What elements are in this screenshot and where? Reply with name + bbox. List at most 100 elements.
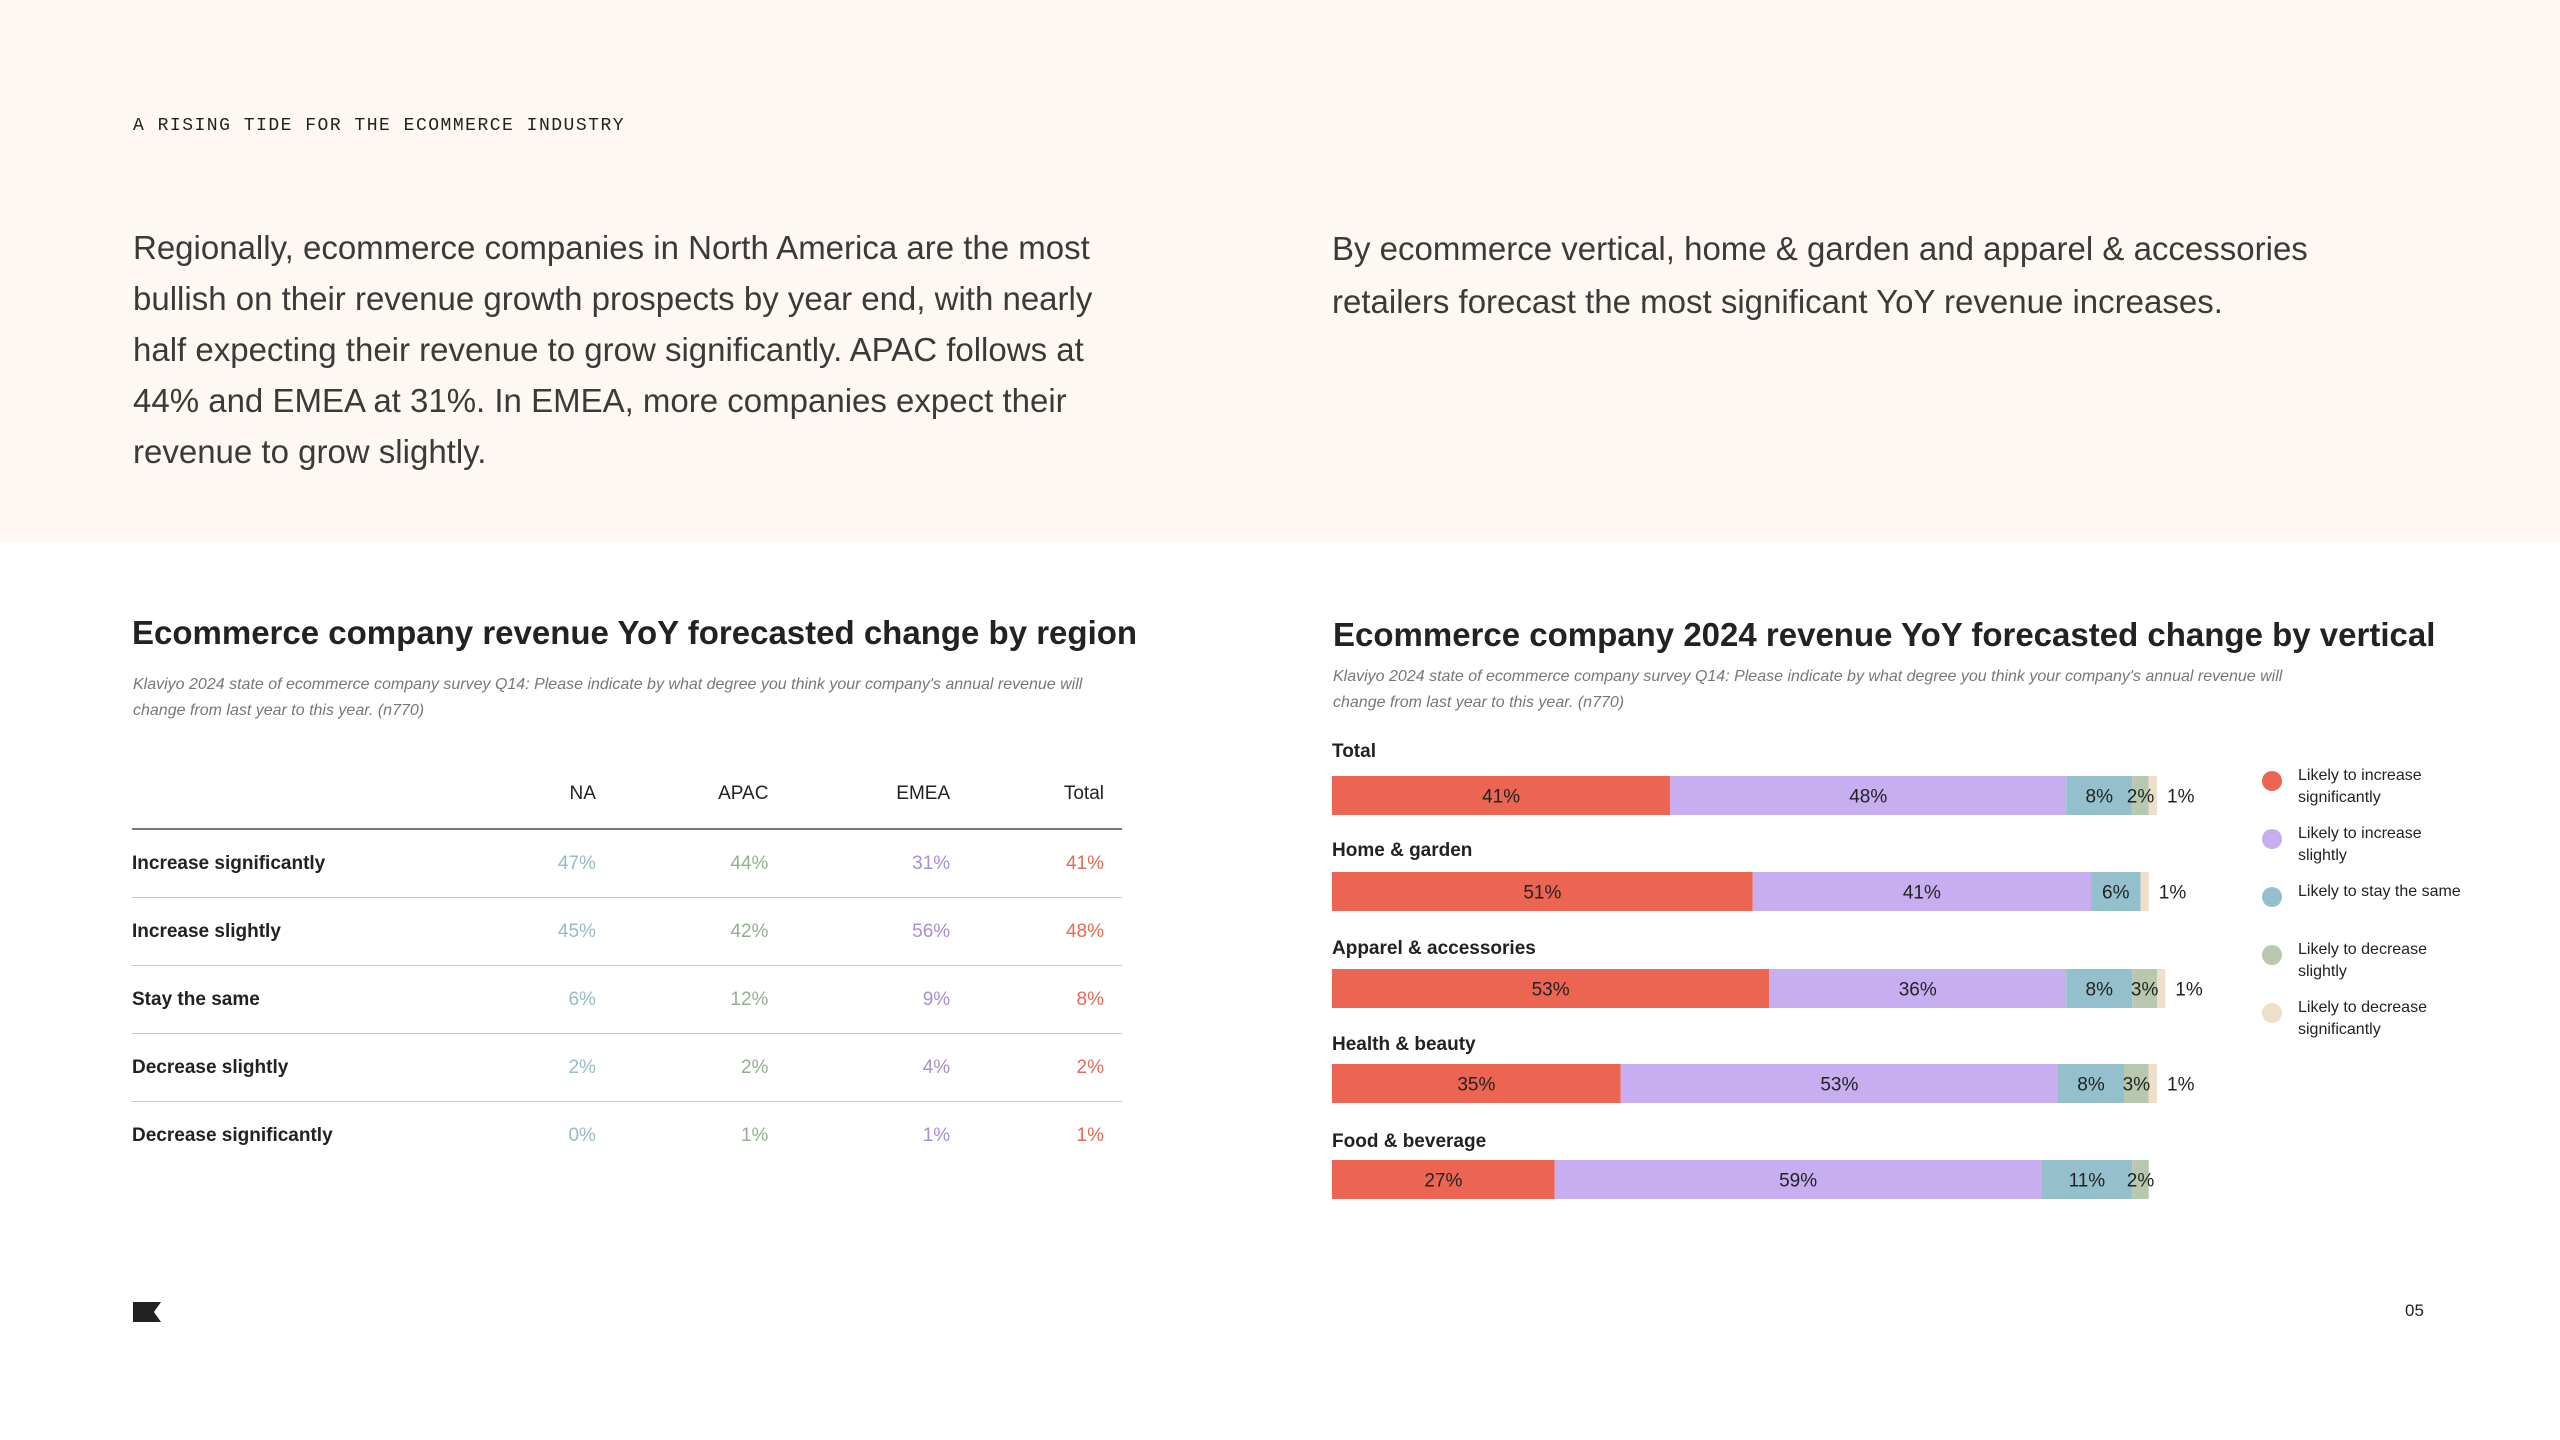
bar-segment xyxy=(1332,872,1753,911)
table-header-total: Total xyxy=(968,760,1122,830)
bar-segment xyxy=(1332,1160,1555,1199)
table-row-label: Increase significantly xyxy=(132,829,461,898)
table-cell-emea: 9% xyxy=(786,965,969,1034)
chart-category-label: Total xyxy=(1332,741,1376,762)
table-row: Stay the same 6% 12% 9% 8% xyxy=(132,965,1122,1034)
table-header-na: NA xyxy=(460,760,614,830)
table-row-label: Decrease slightly xyxy=(132,1033,461,1102)
region-table-note: Klaviyo 2024 state of ecommerce company … xyxy=(133,676,1083,719)
bar-value-label: 1% xyxy=(2159,883,2187,904)
table-cell-emea: 1% xyxy=(922,1124,951,1146)
legend-swatch xyxy=(2262,829,2282,849)
chart-category-label: Food & beverage xyxy=(1332,1131,1486,1152)
bar-segment xyxy=(1670,776,2067,815)
bar-value-label: 27% xyxy=(1424,1171,1462,1192)
bar-segment xyxy=(1769,969,2067,1008)
legend-item: Likely to increase slightly xyxy=(2262,823,2462,881)
table-cell-na: 2% xyxy=(460,1033,614,1102)
section-eyebrow: A RISING TIDE FOR THE ECOMMERCE INDUSTRY xyxy=(133,116,626,136)
bar-segment xyxy=(2157,969,2166,1008)
chart-category-label: Home & garden xyxy=(1332,840,1472,861)
legend-item: Likely to stay the same xyxy=(2262,881,2462,939)
region-table-title: Ecommerce company revenue YoY forecasted… xyxy=(132,614,1138,651)
brand-flag-logo xyxy=(133,1302,161,1322)
bar-value-label: 2% xyxy=(2127,1171,2155,1192)
bar-value-label: 3% xyxy=(2131,980,2159,1001)
bar-segment xyxy=(1332,776,1671,815)
bar-value-label: 51% xyxy=(1523,883,1561,904)
bar-segment xyxy=(2148,1064,2157,1103)
legend-swatch xyxy=(2262,945,2282,965)
table-cell-apac: 44% xyxy=(613,829,787,898)
table-header-apac: APAC xyxy=(613,760,787,830)
bar-segment xyxy=(1332,1064,1621,1103)
bar-segment xyxy=(2132,1160,2149,1199)
bar-value-label: 8% xyxy=(2086,787,2114,808)
table-cell-total: 41% xyxy=(968,829,1122,898)
vertical-chart-title: Ecommerce company 2024 revenue YoY forec… xyxy=(1333,616,2436,653)
bar-segment xyxy=(2091,872,2141,911)
table-cell-emea: 56% xyxy=(786,897,969,966)
table-row: Increase significantly 47% 44% 31% 41% xyxy=(132,829,1122,898)
table-cell-apac: 42% xyxy=(613,897,787,966)
bar-segment xyxy=(1332,969,1770,1008)
table-cell-emea: 4% xyxy=(786,1033,969,1102)
intro-left-text: Regionally, ecommerce companies in North… xyxy=(133,229,1093,470)
bar-value-label: 6% xyxy=(2102,883,2130,904)
table-row: Increase slightly 45% 42% 56% 48% xyxy=(132,897,1122,966)
bar-segment xyxy=(2132,969,2157,1008)
chart-legend: Likely to increase significantly Likely t… xyxy=(2262,765,2462,1055)
bar-segment xyxy=(2132,776,2149,815)
legend-swatch xyxy=(2262,1003,2282,1023)
table-cell-apac: 1% xyxy=(740,1124,769,1146)
bar-segment xyxy=(2148,776,2157,815)
table-cell-apac: 12% xyxy=(613,965,787,1034)
table-row: Decrease significantly 0% 1% 1% 1% xyxy=(132,1102,1122,1170)
bar-value-label: 53% xyxy=(1820,1075,1858,1096)
table-cell-emea: 31% xyxy=(786,829,969,898)
bar-segment xyxy=(2066,969,2133,1008)
table-cell-na: 6% xyxy=(460,965,614,1034)
table-cell-total: 8% xyxy=(968,965,1122,1034)
bar-value-label: 41% xyxy=(1903,883,1941,904)
legend-swatch xyxy=(2262,887,2282,907)
table-row-label: Increase slightly xyxy=(132,897,461,966)
bar-value-label: 11% xyxy=(2069,1171,2106,1192)
bar-value-label: 1% xyxy=(2167,787,2195,808)
bar-value-label: 1% xyxy=(2167,1075,2195,1096)
bar-value-label: 3% xyxy=(2123,1075,2151,1096)
legend-item: Likely to decrease slightly xyxy=(2262,939,2462,997)
chart-category-label: Apparel & accessories xyxy=(1332,938,1536,959)
bar-value-label: 41% xyxy=(1482,787,1520,808)
table-header-label xyxy=(132,760,461,830)
bar-value-label: 2% xyxy=(2127,787,2155,808)
bar-value-label: 35% xyxy=(1457,1075,1495,1096)
page-number: 05 xyxy=(2405,1301,2424,1320)
table-header-row: NA APAC EMEA Total xyxy=(132,760,1122,830)
chart-category-label: Health & beauty xyxy=(1332,1034,1476,1055)
bar-segment xyxy=(2058,1064,2124,1103)
bar-value-label: 59% xyxy=(1779,1171,1817,1192)
bar-segment xyxy=(2124,1064,2149,1103)
table-row-label: Stay the same xyxy=(132,965,461,1034)
legend-item: Likely to increase significantly xyxy=(2262,765,2462,823)
table-cell-total: 48% xyxy=(968,897,1122,966)
bar-value-label: 36% xyxy=(1899,980,1937,1001)
table-cell-na: 47% xyxy=(460,829,614,898)
bar-segment xyxy=(2140,872,2149,911)
bar-value-label: 8% xyxy=(2086,980,2114,1001)
bar-segment xyxy=(2041,1160,2133,1199)
legend-label: Likely to increase slightly xyxy=(2298,825,2422,864)
legend-label: Likely to decrease slightly xyxy=(2298,941,2427,980)
legend-swatch xyxy=(2262,771,2282,791)
bar-value-label: 1% xyxy=(2175,980,2203,1001)
region-table: NA APAC EMEA Total Increase significantl… xyxy=(132,760,1122,1169)
legend-item: Likely to decrease significantly xyxy=(2262,997,2462,1055)
bar-segment xyxy=(1752,872,2091,911)
bar-value-label: 53% xyxy=(1532,980,1570,1001)
table-cell-na: 0% xyxy=(568,1124,596,1146)
bar-segment xyxy=(1620,1064,2058,1103)
table-cell-total: 2% xyxy=(968,1033,1122,1102)
table-cell-total: 1% xyxy=(1076,1124,1104,1146)
